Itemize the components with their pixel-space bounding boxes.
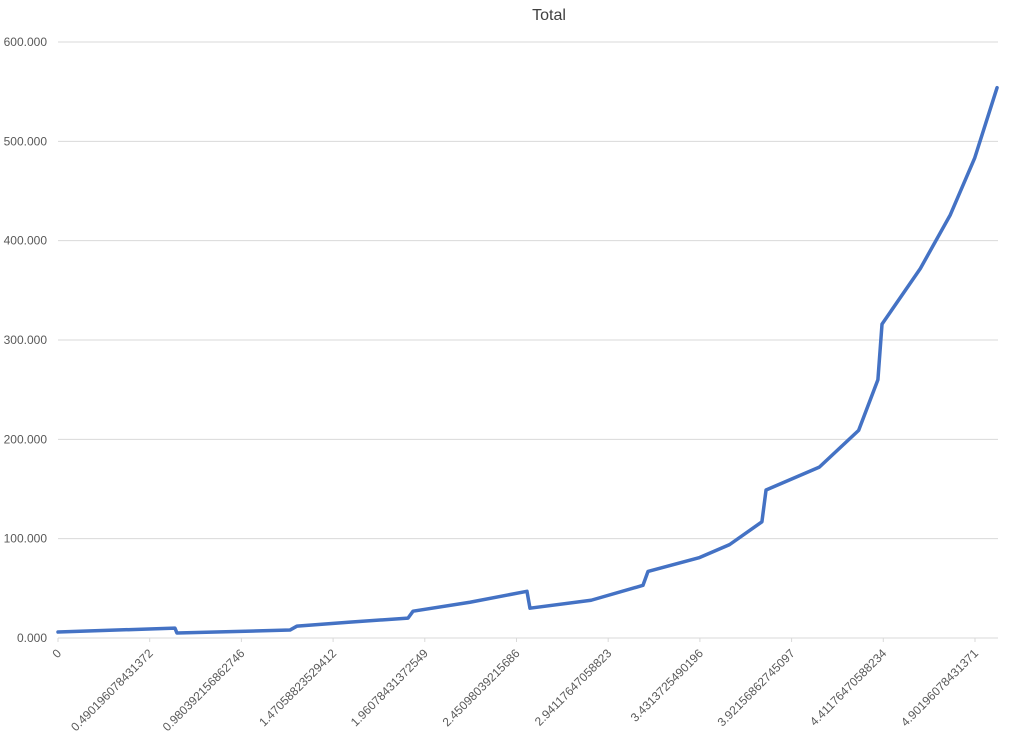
y-tick-label: 300.000: [4, 333, 48, 347]
y-tick-label: 500.000: [4, 134, 48, 148]
x-tick-label: 4.90196078431371: [898, 646, 981, 729]
x-tick-label: 3.92156862745097: [715, 646, 798, 729]
y-tick-label: 200.000: [4, 432, 48, 446]
x-tick-label: 0.490196078431372: [68, 646, 156, 733]
line-series: [56, 85, 999, 635]
x-tick-label: 2.94117647058823: [532, 646, 615, 729]
x-tick-label: 2.45098039215686: [440, 646, 523, 729]
x-tick-label: 0: [49, 646, 64, 661]
chart-title: Total: [532, 7, 566, 24]
x-tick-label: 0.980392156862746: [160, 646, 248, 733]
y-tick-label: 400.000: [4, 234, 48, 248]
x-tick-label: 4.41176470588234: [807, 646, 890, 729]
y-tick-label: 600.000: [4, 35, 48, 49]
x-tick-label: 3.4313725490196: [628, 646, 707, 725]
y-tick-label: 0.000: [17, 631, 47, 645]
x-tick-label: 1.47058823529412: [256, 646, 339, 729]
x-tick-label: 1.96078431372549: [348, 646, 431, 729]
y-tick-label: 100.000: [4, 532, 48, 546]
